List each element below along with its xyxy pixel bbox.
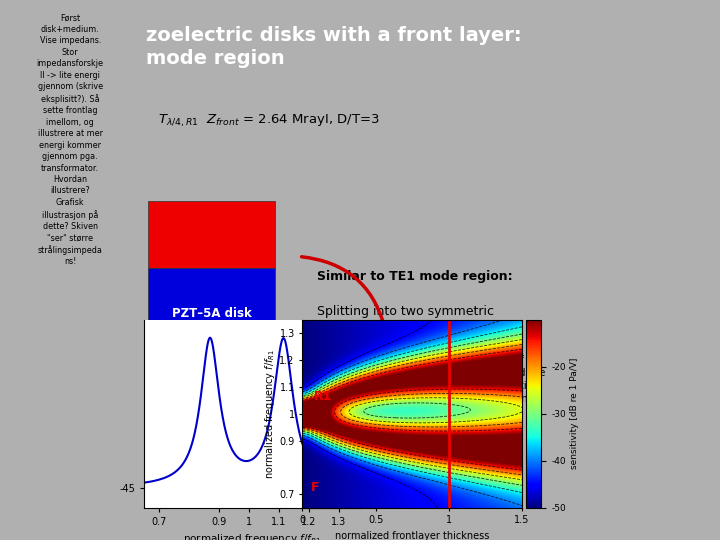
Text: zoelectric disks with a front layer:: zoelectric disks with a front layer: <box>146 26 522 45</box>
X-axis label: normalized frontlayer thickness: normalized frontlayer thickness <box>335 531 490 540</box>
Y-axis label: normalized frequency $f/f_{R1}$: normalized frequency $f/f_{R1}$ <box>263 349 276 479</box>
Text: mode region: mode region <box>146 49 285 68</box>
Text: R1: R1 <box>314 390 333 403</box>
Text: Splitting into two symmetric
peaks with equal height.: Splitting into two symmetric peaks with … <box>317 305 494 336</box>
Text: Similar to TE1 mode region:: Similar to TE1 mode region: <box>317 270 513 284</box>
Y-axis label: sensitivity [dB re 1 Pa/V]: sensitivity [dB re 1 Pa/V] <box>570 358 579 469</box>
Text: -> of
intermediate
acoustic
impedance: -> of intermediate acoustic impedance <box>477 355 545 404</box>
X-axis label: normalized frequency $f/f_{R1}$: normalized frequency $f/f_{R1}$ <box>183 532 321 540</box>
Text: $T_{\lambda/4,R1}$  $Z_{front}$ = 2.64 MrayI, D/T=3: $T_{\lambda/4,R1}$ $Z_{front}$ = 2.64 Mr… <box>158 112 379 127</box>
Text: PZT–5A disk: PZT–5A disk <box>172 307 251 320</box>
Bar <box>148 201 275 268</box>
Bar <box>148 268 275 357</box>
Text: Først
disk+medium.
Vise impedans.
Stor
impedansforskje
ll -> lite energi
gjennom: Først disk+medium. Vise impedans. Stor i… <box>37 14 104 267</box>
Text: F: F <box>311 481 320 494</box>
